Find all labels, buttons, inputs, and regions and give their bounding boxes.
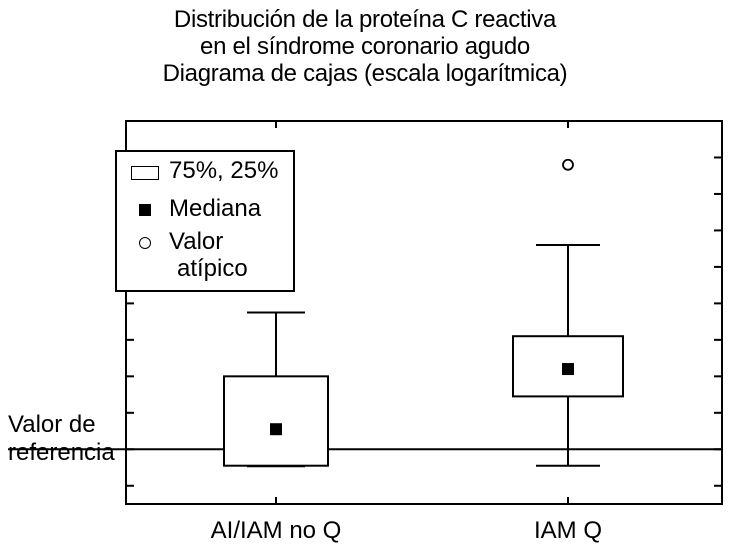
- outlier-point: [562, 158, 574, 171]
- title-line-3: Diagrama de cajas (escala logarítmica): [162, 60, 568, 87]
- title-line-2: en el síndrome coronario agudo: [200, 33, 530, 60]
- legend-label-outlier-2: atípico: [177, 255, 248, 282]
- median-marker: [270, 423, 282, 436]
- iqr-box: [223, 375, 329, 467]
- legend-outlier-symbol: [139, 237, 151, 249]
- plot-frame: [125, 120, 723, 505]
- reference-label-line-2: referencia: [8, 439, 115, 466]
- chart-title: Distribución de la proteína C reactiva e…: [0, 6, 730, 87]
- legend: 75%, 25% Mediana Valor atípico: [115, 150, 295, 292]
- legend-box-symbol: [131, 166, 159, 180]
- legend-label-median: Mediana: [169, 195, 262, 222]
- x-tick-label-1: AI/IAM no Q: [210, 517, 342, 544]
- legend-label-outlier-1: Valor: [169, 228, 224, 255]
- legend-median-symbol: [139, 204, 151, 216]
- x-tick-label-2: IAM Q: [533, 517, 603, 544]
- title-line-1: Distribución de la proteína C reactiva: [173, 6, 557, 33]
- reference-label-line-1: Valor de: [8, 411, 96, 438]
- legend-label-box: 75%, 25%: [169, 157, 279, 184]
- median-marker: [562, 363, 574, 376]
